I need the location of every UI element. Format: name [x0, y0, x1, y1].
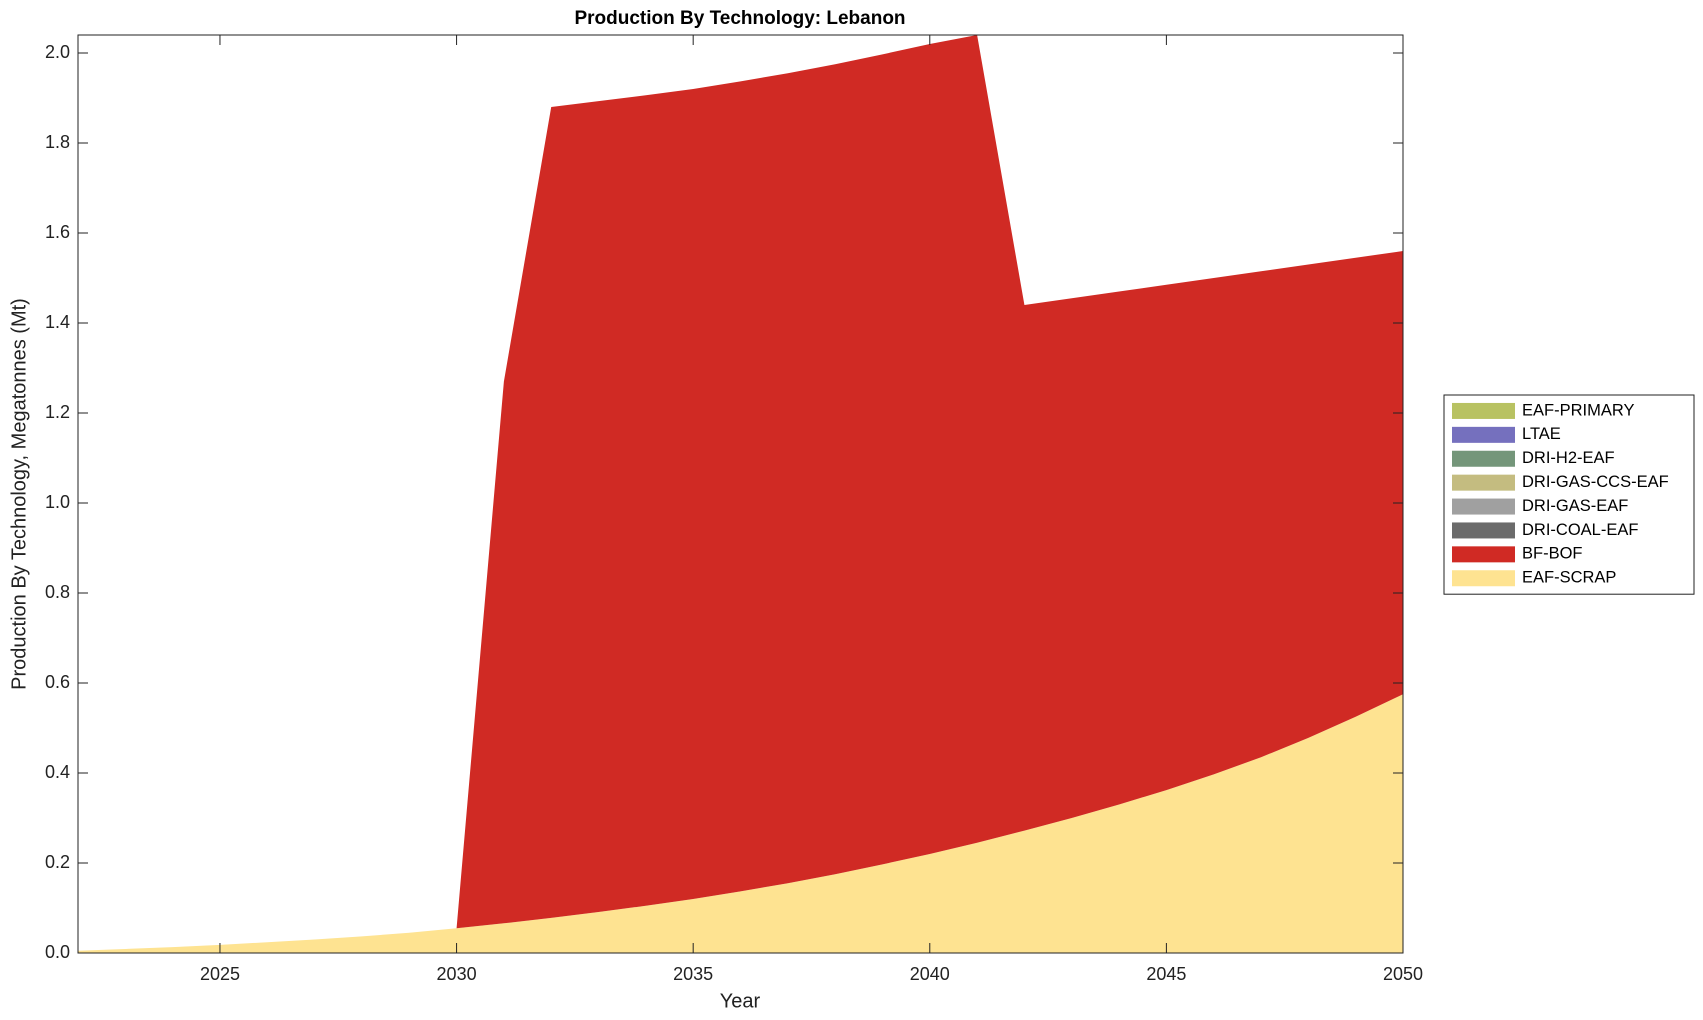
legend-label: DRI-GAS-CCS-EAF	[1522, 473, 1669, 491]
legend-label: LTAE	[1522, 425, 1561, 443]
y-tick-label: 1.0	[45, 492, 70, 512]
legend-label: DRI-COAL-EAF	[1522, 521, 1638, 539]
legend-swatch	[1452, 570, 1515, 587]
y-tick-label: 0.6	[45, 672, 70, 692]
legend-swatch	[1452, 474, 1515, 491]
x-tick-label: 2035	[673, 964, 713, 984]
legend-swatch	[1452, 522, 1515, 539]
y-tick-label: 2.0	[45, 42, 70, 62]
y-tick-label: 0.2	[45, 852, 70, 872]
area	[78, 694, 1403, 953]
y-tick-label: 1.8	[45, 132, 70, 152]
x-tick-label: 2045	[1146, 964, 1186, 984]
area	[78, 35, 1403, 951]
y-tick-label: 1.6	[45, 222, 70, 242]
x-tick-label: 2025	[200, 964, 240, 984]
legend-swatch	[1452, 546, 1515, 563]
plot-frame	[77, 34, 1404, 954]
x-tick-label: 2030	[437, 964, 477, 984]
legend-box	[1443, 394, 1695, 595]
legend-label: BF-BOF	[1522, 545, 1583, 563]
legend-swatch	[1452, 498, 1515, 515]
legend-swatch	[1452, 402, 1515, 419]
chart-title: Production By Technology: Lebanon	[574, 8, 905, 29]
x-tick-label: 2050	[1383, 964, 1423, 984]
legend-label: EAF-PRIMARY	[1522, 401, 1634, 419]
y-tick-label: 0.4	[45, 762, 70, 782]
legend-swatch	[1452, 450, 1515, 467]
y-tick-label: 0.0	[45, 942, 70, 962]
legend-swatch	[1452, 426, 1515, 443]
y-axis-label: Production By Technology, Megatonnes (Mt…	[8, 298, 30, 690]
legend-label: DRI-GAS-EAF	[1522, 497, 1628, 515]
y-tick-label: 0.8	[45, 582, 70, 602]
legend-label: EAF-SCRAP	[1522, 569, 1616, 587]
x-axis-label: Year	[720, 990, 761, 1012]
y-tick-label: 1.2	[45, 402, 70, 422]
y-tick-label: 1.4	[45, 312, 70, 332]
legend-label: DRI-H2-EAF	[1522, 449, 1615, 467]
x-tick-label: 2040	[910, 964, 950, 984]
